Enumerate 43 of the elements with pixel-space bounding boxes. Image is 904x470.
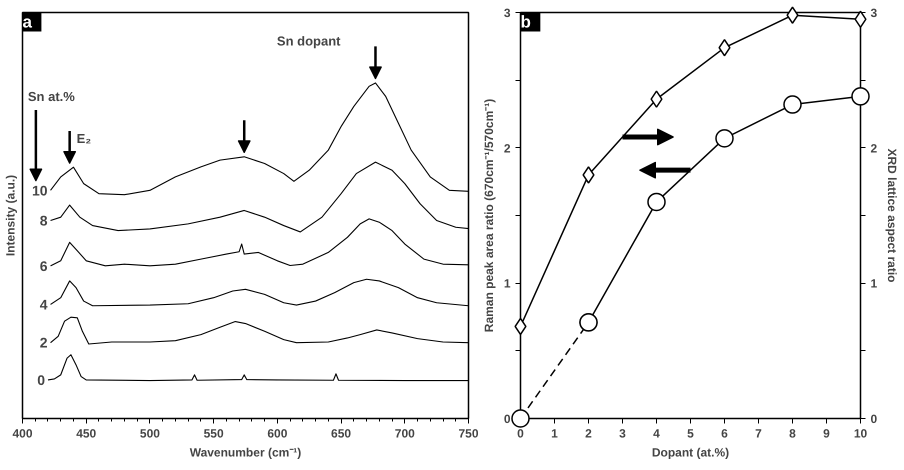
y-tick-label: 0: [504, 412, 511, 426]
series-label: 8: [40, 212, 48, 229]
x-tick-label: 6: [721, 426, 728, 440]
x-tick-label: 750: [458, 426, 479, 440]
x-tick-label: 3: [619, 426, 626, 440]
x-tick-label: 600: [267, 426, 288, 440]
y-tick-label: 3: [504, 6, 511, 20]
y2-tick-label: 1: [870, 276, 878, 291]
x-tick-label: 1: [551, 426, 558, 440]
x-tick-label: 400: [12, 426, 33, 440]
series-label: 2: [40, 334, 48, 351]
chart-title: b: [520, 12, 531, 32]
y2-axis-title: XRD lattice aspect ratio: [885, 148, 900, 283]
x-tick-label: 2: [585, 426, 592, 440]
x-tick-label: 10: [854, 426, 868, 440]
series-label: 0: [37, 372, 46, 388]
y2-tick-label: 3: [870, 6, 878, 20]
y2-tick-label: 2: [870, 141, 878, 156]
x-tick-label: 8: [789, 426, 796, 440]
x-tick-label: 450: [76, 426, 97, 440]
legend-label: 10: [32, 182, 48, 198]
x-axis-title: Dopant (at.%): [652, 446, 730, 460]
x-tick-label: 700: [394, 426, 416, 440]
chart-title: a: [22, 12, 32, 32]
x-tick-label: 550: [204, 426, 224, 440]
annotation: E₂: [76, 131, 92, 146]
text: Sn dopant: [276, 33, 342, 48]
annotation: Sn at.%: [28, 88, 76, 104]
x-tick-label: 4: [653, 426, 660, 440]
x-tick-label: 0: [517, 426, 524, 440]
x-axis-title: Wavenumber (cm⁻¹): [190, 446, 302, 460]
x-tick-label: 7: [755, 426, 762, 440]
series-label: 4: [40, 296, 48, 312]
series-label: 6: [40, 258, 48, 274]
x-tick-label: 650: [331, 426, 352, 440]
y2-tick-label: 0: [870, 412, 878, 426]
y-axis-title: Intensity (a.u.): [4, 174, 18, 256]
x-tick-label: 9: [823, 426, 830, 440]
x-tick-label: 500: [140, 426, 160, 440]
y-tick-label: 2: [504, 141, 511, 156]
y-axis-title: Raman peak area ratio (670cm⁻¹/570cm⁻¹): [482, 98, 496, 332]
x-tick-label: 5: [687, 426, 694, 440]
y-tick-label: 1: [504, 276, 511, 291]
